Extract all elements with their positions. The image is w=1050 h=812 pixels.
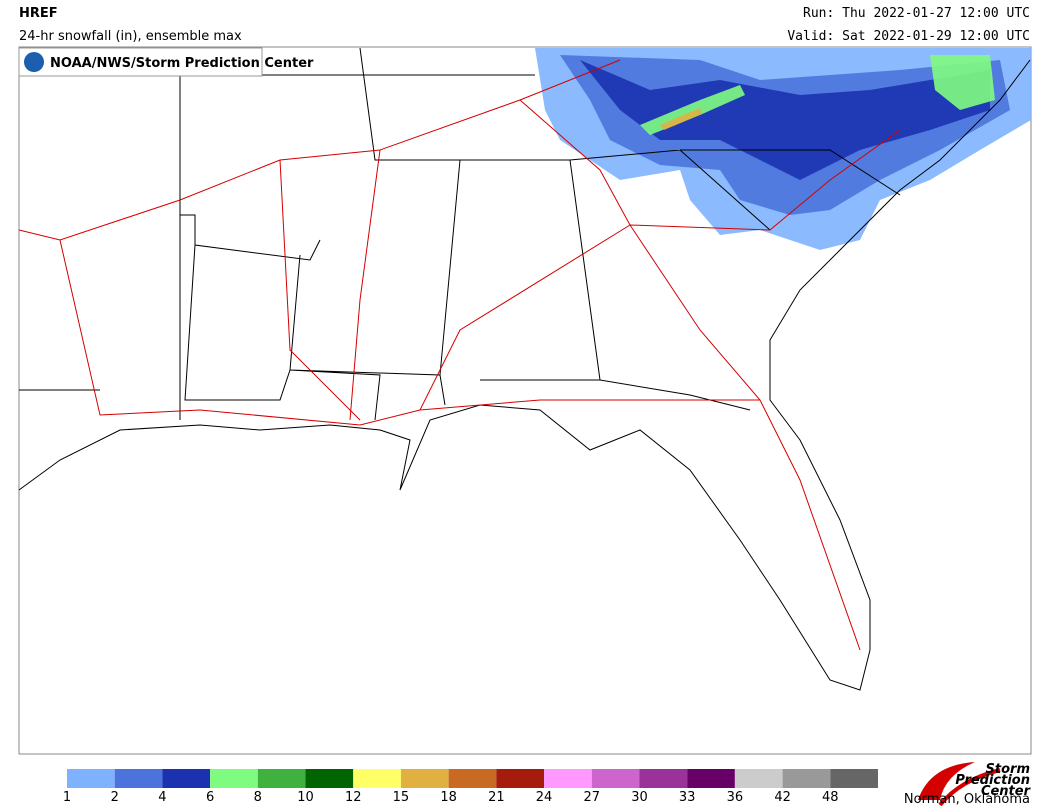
- legend: 1 2 4 6 8 10 12 15 18 21 24 27 30 33 36 42 48: [63, 769, 878, 805]
- legend-label: 21: [488, 790, 505, 805]
- legend-swatch: [353, 769, 401, 788]
- coastline: [18, 59, 1031, 691]
- legend-label: 2: [111, 790, 119, 805]
- legend-label: 12: [345, 790, 362, 805]
- legend-swatch: [782, 769, 831, 788]
- credit-box: NOAA/NWS/Storm Prediction Center: [18, 47, 314, 77]
- legend-swatch: [496, 769, 545, 788]
- snow-areas: [535, 48, 1031, 250]
- legend-label: 1: [63, 790, 71, 805]
- field-title: 24-hr snowfall (in), ensemble max: [19, 29, 242, 44]
- valid-time: Valid: Sat 2022-01-29 12:00 UTC: [787, 29, 1030, 44]
- legend-swatch: [257, 769, 306, 788]
- legend-swatch: [448, 769, 497, 788]
- logo-line: Prediction: [955, 773, 1030, 788]
- credit-text: NOAA/NWS/Storm Prediction Center: [50, 56, 314, 71]
- legend-label: 18: [440, 790, 457, 805]
- spc-logo: Storm Prediction Center Norman, Oklahoma: [904, 762, 1032, 807]
- legend-label: 42: [774, 790, 791, 805]
- legend-label: 27: [583, 790, 600, 805]
- legend-swatch: [591, 769, 640, 788]
- legend-label: 48: [822, 790, 839, 805]
- legend-label: 15: [393, 790, 410, 805]
- legend-swatch: [67, 769, 115, 788]
- legend-label: 6: [206, 790, 214, 805]
- run-time: Run: Thu 2022-01-27 12:00 UTC: [803, 6, 1030, 21]
- legend-label: 24: [536, 790, 553, 805]
- legend-label: 36: [727, 790, 744, 805]
- logo-sub: Norman, Oklahoma: [904, 792, 1030, 807]
- map: NOAA/NWS/Storm Prediction Center: [18, 46, 1032, 755]
- logo-line: Storm: [986, 762, 1030, 777]
- legend-label: 4: [158, 790, 166, 805]
- legend-swatch: [400, 769, 449, 788]
- legend-swatch: [210, 769, 258, 788]
- legend-label: 30: [631, 790, 648, 805]
- legend-label: 8: [254, 790, 262, 805]
- model-title: HREF: [19, 6, 58, 21]
- legend-swatch: [114, 769, 163, 788]
- state-borders: [19, 47, 901, 421]
- legend-swatch: [734, 769, 783, 788]
- legend-label: 33: [679, 790, 696, 805]
- legend-label: 10: [297, 790, 314, 805]
- legend-swatch: [544, 769, 592, 788]
- legend-swatch: [639, 769, 688, 788]
- highways: [18, 59, 901, 651]
- legend-swatch: [305, 769, 354, 788]
- legend-swatch: [687, 769, 735, 788]
- legend-swatch: [162, 769, 211, 788]
- logo-line: Center: [981, 784, 1032, 799]
- legend-swatch: [830, 769, 878, 788]
